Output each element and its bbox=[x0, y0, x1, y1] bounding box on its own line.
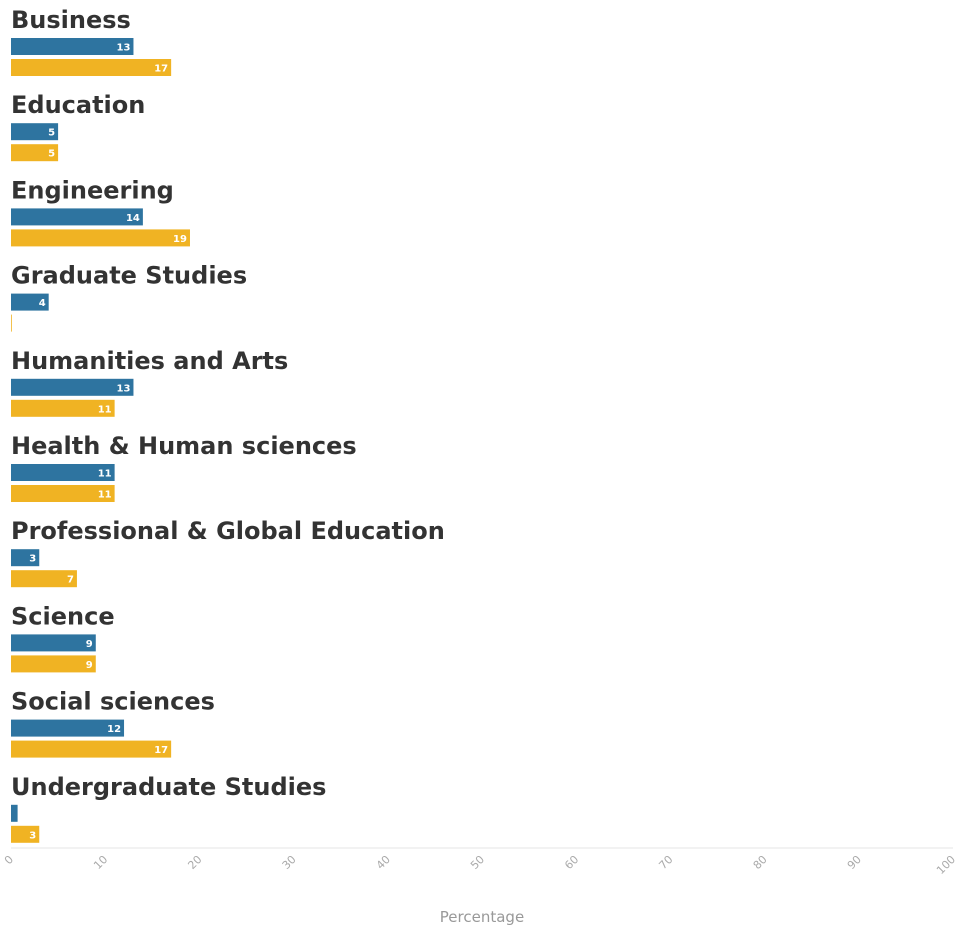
category-label: Graduate Studies bbox=[11, 262, 247, 290]
bar-value-label: 19 bbox=[173, 234, 187, 245]
bar bbox=[11, 804, 18, 822]
category-label: Professional & Global Education bbox=[11, 517, 445, 545]
bar-value-label: 13 bbox=[117, 43, 131, 54]
category-label: Social sciences bbox=[11, 688, 215, 716]
bar bbox=[11, 655, 96, 673]
bar bbox=[11, 485, 115, 502]
category-group: Health & Human sciences 11 11 bbox=[11, 432, 357, 502]
x-tick-label: 100 bbox=[934, 853, 958, 877]
bar bbox=[11, 123, 59, 141]
x-tick-label: 0 bbox=[2, 853, 16, 867]
category-groups: Business 13 17 Education 5 5 Engineering 14 19 Gr… bbox=[11, 6, 445, 843]
bar bbox=[11, 293, 49, 311]
bar bbox=[11, 59, 172, 76]
x-axis-ticks: 0 10 20 30 40 50 60 70 80 90 100 bbox=[2, 853, 958, 877]
x-tick-label: 20 bbox=[185, 853, 204, 872]
bar-value-label: 17 bbox=[154, 745, 168, 756]
bar-value-label: 4 bbox=[39, 298, 46, 309]
bar bbox=[11, 229, 190, 247]
bar bbox=[11, 378, 134, 396]
x-tick-label: 10 bbox=[91, 853, 110, 872]
bar-value-label: 11 bbox=[98, 404, 112, 415]
x-tick-label: 80 bbox=[751, 853, 770, 872]
bar-value-label: 9 bbox=[86, 639, 93, 650]
bar-value-label: 3 bbox=[29, 830, 36, 841]
bar bbox=[11, 570, 77, 588]
x-tick-label: 40 bbox=[374, 853, 393, 872]
bar-value-label: 5 bbox=[48, 149, 55, 160]
bar bbox=[11, 38, 134, 55]
category-group: Engineering 14 19 bbox=[11, 176, 190, 247]
bar bbox=[11, 634, 96, 652]
x-tick-label: 30 bbox=[280, 853, 299, 872]
category-group: Professional & Global Education 3 7 bbox=[11, 517, 445, 588]
category-label: Engineering bbox=[11, 176, 174, 204]
category-label: Undergraduate Studies bbox=[11, 773, 326, 801]
bar bbox=[11, 719, 125, 737]
bar bbox=[11, 464, 115, 481]
bar-value-label: 17 bbox=[154, 64, 168, 75]
category-label: Humanities and Arts bbox=[11, 347, 288, 375]
category-group: Undergraduate Studies 3 bbox=[11, 773, 326, 843]
bar bbox=[11, 740, 172, 758]
bar-value-label: 14 bbox=[126, 213, 140, 224]
x-tick-label: 50 bbox=[468, 853, 487, 872]
category-group: Social sciences 12 17 bbox=[11, 688, 215, 758]
bar-value-label: 3 bbox=[29, 554, 36, 565]
bar-value-label: 12 bbox=[107, 724, 121, 735]
bar bbox=[11, 825, 40, 843]
x-tick-label: 60 bbox=[562, 853, 581, 872]
bar bbox=[11, 549, 40, 567]
category-group: Graduate Studies 4 bbox=[11, 262, 247, 332]
bar bbox=[11, 144, 59, 162]
category-group: Humanities and Arts 13 11 bbox=[11, 347, 288, 417]
bar-value-label: 13 bbox=[117, 383, 131, 394]
bar bbox=[11, 208, 143, 226]
category-group: Business 13 17 bbox=[11, 6, 172, 76]
x-axis-title: Percentage bbox=[440, 908, 524, 926]
bar bbox=[11, 314, 12, 332]
category-label: Science bbox=[11, 602, 115, 630]
bar-value-label: 11 bbox=[98, 490, 112, 501]
x-tick-label: 90 bbox=[845, 853, 864, 872]
category-group: Science 9 9 bbox=[11, 602, 115, 673]
category-label: Health & Human sciences bbox=[11, 432, 357, 460]
category-label: Business bbox=[11, 6, 131, 34]
category-group: Education 5 5 bbox=[11, 91, 145, 162]
category-label: Education bbox=[11, 91, 145, 119]
bar-value-label: 11 bbox=[98, 469, 112, 480]
bar-value-label: 7 bbox=[67, 575, 74, 586]
bar bbox=[11, 399, 115, 417]
bar-value-label: 5 bbox=[48, 128, 55, 139]
bar-value-label: 9 bbox=[86, 660, 93, 671]
x-tick-label: 70 bbox=[656, 853, 675, 872]
